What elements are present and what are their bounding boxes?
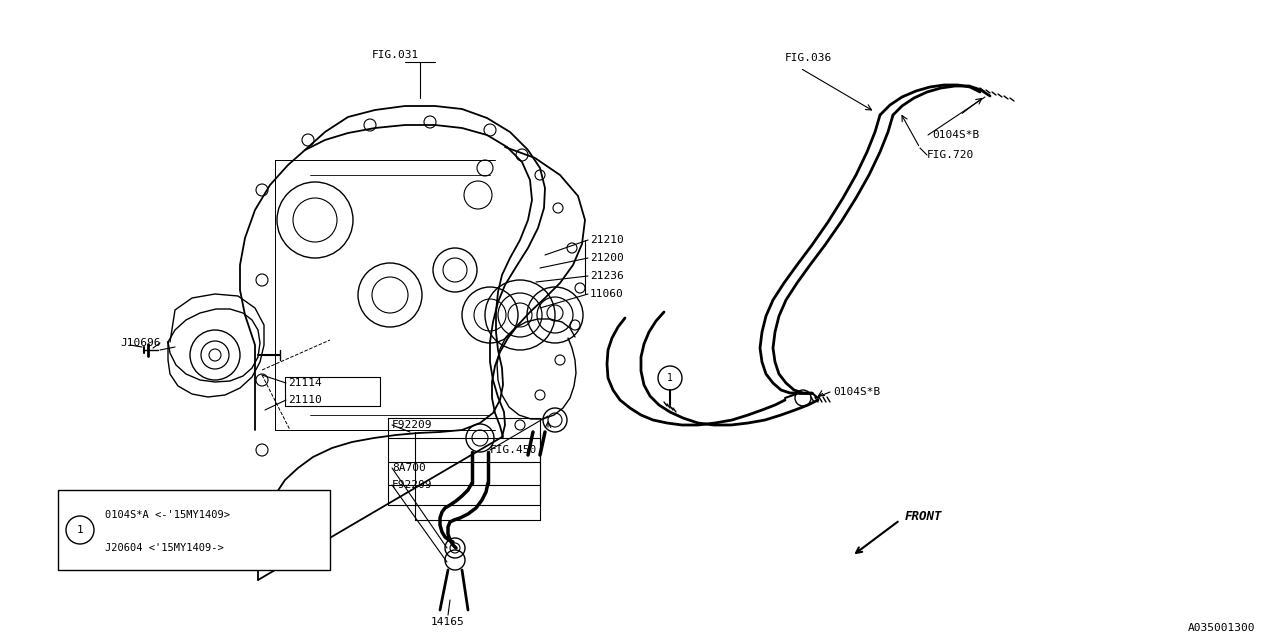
Text: J20604 <'15MY1409->: J20604 <'15MY1409->: [105, 543, 224, 553]
Text: 21110: 21110: [288, 395, 321, 405]
Text: 0104S*B: 0104S*B: [932, 130, 979, 140]
Bar: [58, 490, 330, 570]
Text: 21200: 21200: [590, 253, 623, 263]
Text: 11060: 11060: [590, 289, 623, 299]
Text: 1: 1: [77, 525, 83, 535]
Text: 21236: 21236: [590, 271, 623, 281]
Text: A035001300: A035001300: [1188, 623, 1254, 633]
Text: J10696: J10696: [120, 338, 160, 348]
Text: 0104S*A <-'15MY1409>: 0104S*A <-'15MY1409>: [105, 510, 230, 520]
Text: FRONT: FRONT: [905, 509, 942, 522]
Text: FIG.036: FIG.036: [785, 53, 832, 63]
Text: F92209: F92209: [392, 420, 433, 430]
Text: FIG.450: FIG.450: [490, 445, 538, 455]
Text: FIG.031: FIG.031: [371, 50, 419, 60]
Text: 21114: 21114: [288, 378, 321, 388]
Text: 14165: 14165: [431, 617, 465, 627]
Text: F92209: F92209: [392, 480, 433, 490]
Text: 0104S*B: 0104S*B: [833, 387, 881, 397]
Text: 21210: 21210: [590, 235, 623, 245]
Text: 1: 1: [667, 373, 673, 383]
Text: 8A700: 8A700: [392, 463, 426, 473]
Text: FIG.720: FIG.720: [927, 150, 974, 160]
